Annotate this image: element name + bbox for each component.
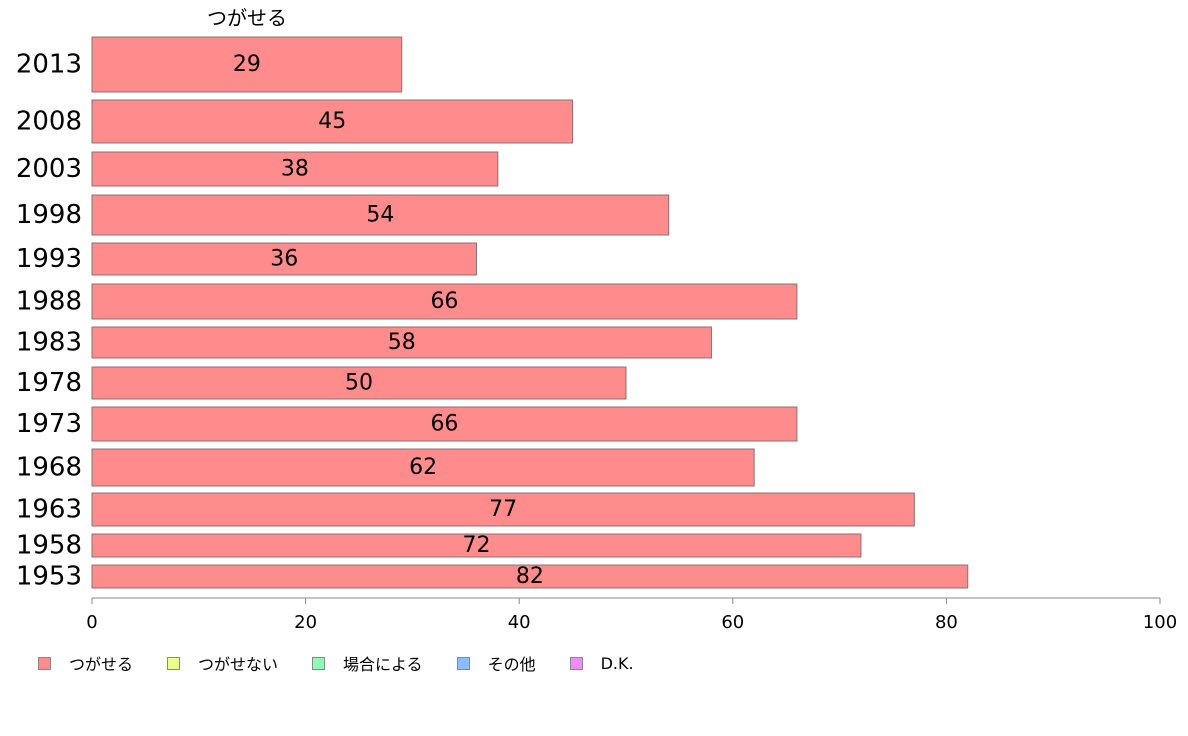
- bar-1973: [91, 406, 798, 442]
- legend-label: D.K.: [600, 653, 634, 673]
- x-tick-label-20: 20: [294, 612, 317, 633]
- value-label-1973: 66: [430, 412, 458, 437]
- bar-1963: [91, 492, 915, 527]
- legend-item: つがせる: [38, 651, 133, 675]
- x-tick-label-40: 40: [508, 612, 531, 633]
- value-label-1953: 82: [516, 564, 544, 589]
- bar-1968: [91, 448, 755, 487]
- value-label-1963: 77: [489, 497, 517, 522]
- category-label-1953: 1953: [16, 562, 82, 592]
- value-label-1988: 66: [430, 289, 458, 314]
- x-tick-label-60: 60: [721, 612, 744, 633]
- legend-swatch: [312, 656, 326, 670]
- category-label-2013: 2013: [16, 50, 82, 80]
- category-label-2008: 2008: [16, 107, 82, 137]
- category-label-1973: 1973: [16, 409, 82, 439]
- category-label-1988: 1988: [16, 287, 82, 317]
- bar-1978: [91, 366, 627, 400]
- legend-label: 場合による: [343, 655, 423, 674]
- value-label-2008: 45: [318, 109, 346, 134]
- x-tick-label-0: 0: [86, 612, 97, 633]
- legend-item: 場合による: [312, 651, 423, 675]
- series-label: つがせる: [207, 6, 287, 30]
- bar-2008: [91, 99, 574, 144]
- legend-item: D.K.: [569, 653, 634, 673]
- bar-2003: [91, 151, 499, 187]
- category-label-1958: 1958: [16, 531, 82, 561]
- value-label-2013: 29: [233, 52, 261, 77]
- bar-1953: [91, 564, 969, 589]
- value-label-1968: 62: [409, 455, 437, 480]
- value-label-1958: 72: [462, 533, 490, 558]
- x-tick-label-100: 100: [1143, 612, 1177, 633]
- legend-item: つがせない: [167, 651, 278, 675]
- bar-1988: [91, 283, 798, 320]
- category-label-1998: 1998: [16, 200, 82, 230]
- legend-item: その他: [456, 651, 536, 675]
- value-label-2003: 38: [281, 157, 309, 182]
- bar-1958: [91, 533, 862, 558]
- legend-label: その他: [487, 655, 536, 674]
- category-label-1968: 1968: [16, 453, 82, 483]
- legend-swatch: [167, 656, 181, 670]
- legend-label: つがせる: [69, 655, 134, 674]
- x-tick-label-80: 80: [935, 612, 958, 633]
- bar-2013: [91, 36, 403, 93]
- value-label-1998: 54: [366, 203, 394, 228]
- value-label-1993: 36: [270, 247, 298, 272]
- bars-group: 2013 29 2008 45 2003 38 1998 54 1993 36 1988 66 1983…: [16, 36, 969, 592]
- legend-swatch: [569, 656, 583, 670]
- value-label-1978: 50: [345, 371, 373, 396]
- category-label-1993: 1993: [16, 244, 82, 274]
- x-axis: 0 20 40 60 80 100: [86, 597, 1177, 633]
- legend: つがせる つがせない 場合による その他 D.K.: [38, 652, 668, 674]
- legend-swatch: [456, 656, 470, 670]
- legend-swatch: [38, 656, 51, 670]
- bar-1993: [91, 242, 477, 276]
- legend-label: つがせない: [198, 655, 279, 674]
- category-label-2003: 2003: [16, 154, 82, 184]
- bar-1983: [91, 326, 712, 359]
- category-label-1978: 1978: [16, 368, 82, 398]
- category-label-1963: 1963: [16, 495, 82, 525]
- bar-1998: [91, 194, 670, 236]
- category-label-1983: 1983: [16, 328, 82, 358]
- value-label-1983: 58: [388, 330, 416, 355]
